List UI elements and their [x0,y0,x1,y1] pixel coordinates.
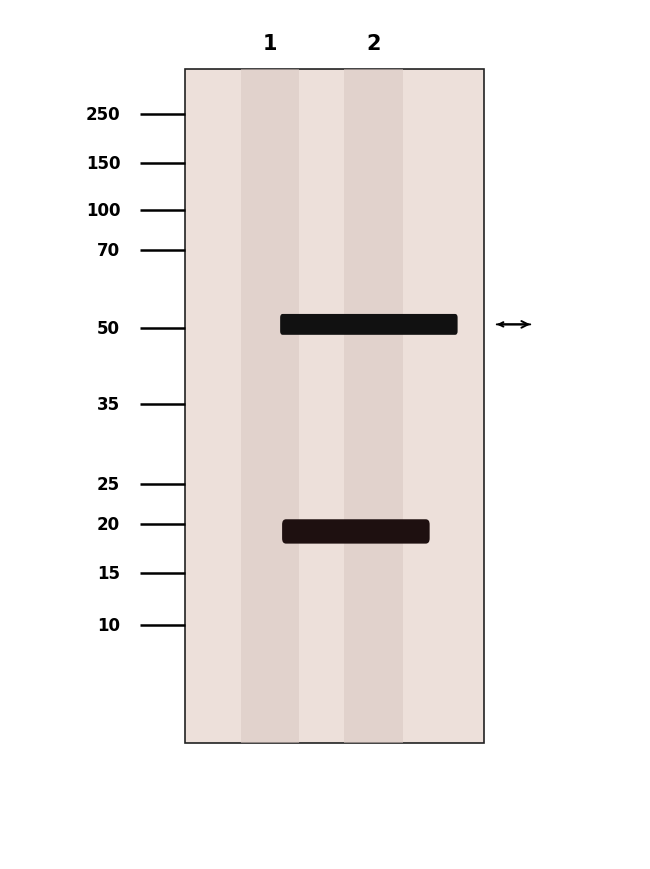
Text: 35: 35 [97,395,120,413]
Text: 70: 70 [97,242,120,260]
Text: 50: 50 [98,320,120,337]
Text: 2: 2 [367,34,381,53]
FancyBboxPatch shape [280,315,458,335]
Text: 1: 1 [263,34,277,53]
Bar [240,70,299,743]
Text: 150: 150 [86,156,120,173]
Text: 25: 25 [97,475,120,493]
Bar [344,70,403,743]
Text: 15: 15 [98,565,120,582]
FancyBboxPatch shape [282,520,430,544]
Text: 250: 250 [86,106,120,123]
Text: 100: 100 [86,202,120,220]
Bar [185,70,484,743]
Text: 20: 20 [97,516,120,534]
Text: 10: 10 [98,617,120,634]
